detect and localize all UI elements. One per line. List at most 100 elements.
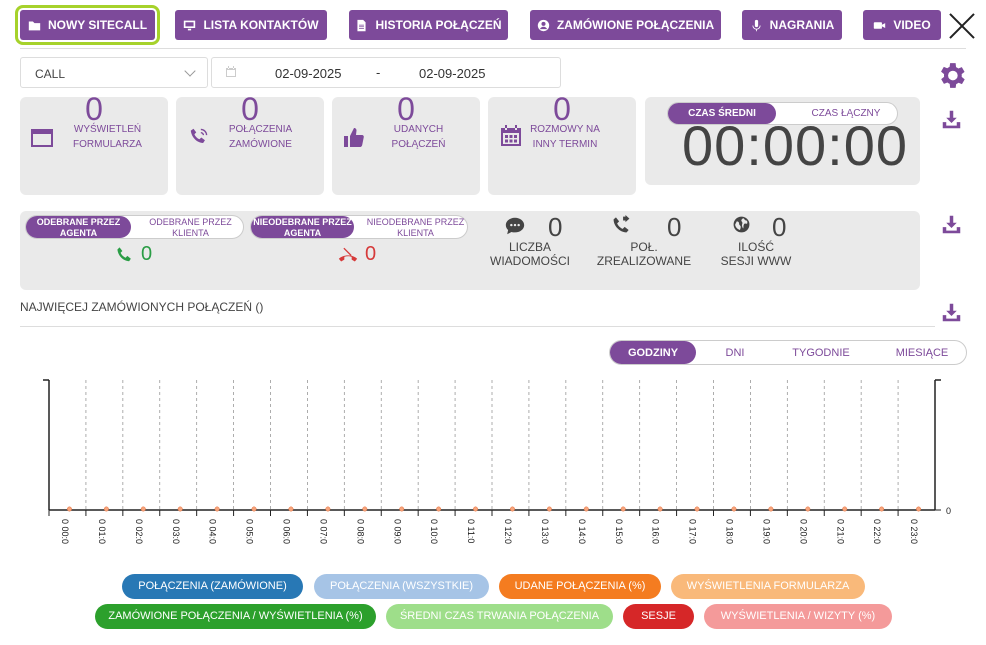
y-tick-label-right: 0 [946,506,951,516]
data-point [288,506,294,512]
gear-icon[interactable] [935,59,968,92]
calls-summary-panel: ODEBRANE PRZEZ AGENTA ODEBRANE PRZEZ KLI… [20,211,920,290]
section-title: NAJWIĘCEJ ZAMÓWIONYCH POŁĄCZEŃ () [20,300,264,314]
thumbs-up-icon [344,128,364,147]
folder-icon [28,20,41,30]
microphone-icon [752,19,761,31]
unanswered-by-agent-tab[interactable]: NIEODEBRANE PRZEZ AGENTA [251,216,354,238]
data-point [620,506,626,512]
form-views-label: WYŚWIETLEŃ FORMULARZA [73,124,142,150]
chevron-down-icon [184,65,196,77]
data-point [103,506,109,512]
rescheduled-calls-label: ROZMOWY NA INNY TERMIN [530,124,600,150]
legend-item[interactable]: SESJE [623,604,694,629]
legend-item[interactable]: POŁĄCZENIA (WSZYSTKIE) [314,574,489,599]
x-tick-label: 0 22:0 [872,519,882,544]
new-sitecall-button[interactable]: NOWY SITECALL [15,5,160,45]
chat-bubble-icon [505,217,525,235]
tab-hours[interactable]: GODZINY [610,341,696,364]
unanswered-count: 0 [365,243,377,265]
contacts-list-label: LISTA KONTAKTÓW [203,18,319,32]
form-views-card: 0 WYŚWIETLEŃ FORMULARZA [20,91,168,195]
call-type-select[interactable]: CALL [20,57,208,88]
x-tick-label: 0 06:0 [282,519,292,544]
successful-calls-card: 0 UDANYCH POŁĄCZEŃ [332,91,480,195]
data-point [67,506,72,512]
ordered-calls-button[interactable]: ZAMÓWIONE POŁĄCZENIA [530,10,721,40]
rescheduled-calls-value: 0 [553,91,571,127]
legend-item[interactable]: WYŚWIETLENIA FORMULARZA [671,574,865,599]
date-separator: - [376,65,381,80]
call-history-button[interactable]: HISTORIA POŁĄCZEŃ [349,10,508,40]
total-time-tab[interactable]: CZAS ŁĄCZNY [811,108,881,119]
data-point [510,506,515,512]
answered-by-agent-tab[interactable]: ODEBRANE PRZEZ AGENTA [26,216,131,238]
user-circle-icon [537,19,550,31]
x-tick-label: 0 18:0 [725,519,735,544]
legend-item[interactable]: ZAMÓWIONE POŁĄCZENIA / WYŚWIETLENIA (%) [95,604,376,629]
data-point [140,506,146,512]
data-point [214,506,220,512]
ordered-calls-value: 0 [241,91,259,127]
data-point [916,506,921,512]
legend-item[interactable]: WYŚWIETLENIA / WIZYTY (%) [704,604,892,629]
globe-icon [733,216,750,233]
call-time-toggle: CZAS ŚREDNI CZAS ŁĄCZNY [667,102,898,125]
call-type-value: CALL [35,67,66,81]
successful-calls-label: UDANYCH POŁĄCZEŃ [391,124,446,150]
avg-time-tab[interactable]: CZAS ŚREDNI [668,103,776,124]
data-point [473,506,478,512]
recordings-button[interactable]: NAGRANIA [742,10,842,40]
x-tick-label: 0 04:0 [208,519,218,544]
download-icon[interactable] [941,214,962,235]
legend-item[interactable]: ŚREDNI CZAS TRWANIA POŁĄCZENIA [386,604,613,629]
download-icon[interactable] [941,302,962,323]
x-tick-label: 0 00:0 [60,519,70,544]
tab-weeks[interactable]: TYGODNIE [792,347,850,359]
x-tick-label: 0 23:0 [909,519,919,544]
data-point [399,506,405,512]
document-icon [357,19,367,31]
x-tick-label: 0 21:0 [835,519,845,544]
answered-by-client-tab[interactable]: ODEBRANE PRZEZ KLIENTA [149,217,232,238]
completed-calls-count: 0 [667,212,682,242]
data-point [362,506,368,512]
date-from: 02-09-2025 [275,66,342,81]
form-views-value: 0 [85,91,103,127]
rescheduled-calls-card: 0 ROZMOWY NA INNY TERMIN [488,91,636,195]
data-point [879,506,885,512]
phone-hangup-icon [338,247,358,262]
data-point [694,506,700,512]
phone-ringing-icon [190,128,208,143]
phone-forward-icon [613,215,630,233]
data-point [177,506,183,512]
data-point [546,506,552,512]
unanswered-by-client-tab[interactable]: NIEODEBRANE PRZEZ KLIENTA [366,217,465,238]
video-camera-icon [874,21,886,29]
data-point [657,506,663,512]
legend-item[interactable]: UDANE POŁĄCZENIA (%) [499,574,661,599]
contacts-list-button[interactable]: LISTA KONTAKTÓW [175,10,327,40]
x-tick-label: 0 19:0 [761,519,771,544]
messages-label: LICZBA WIADOMOŚCI [490,240,570,268]
tab-days[interactable]: DNI [725,347,745,359]
data-point [768,506,774,512]
ordered-calls-card-label: POŁĄCZENIA ZAMÓWIONE [228,124,293,150]
download-icon[interactable] [941,109,962,130]
tab-months[interactable]: MIESIĄCE [895,347,949,359]
x-tick-label: 0 15:0 [614,519,624,544]
new-sitecall-label: NOWY SITECALL [47,18,148,32]
x-tick-label: 0 05:0 [245,519,255,544]
legend-item[interactable]: POŁĄCZENIA (ZAMÓWIONE) [122,574,303,599]
calendar-icon [226,66,236,77]
data-point [436,506,442,512]
x-tick-label: 0 20:0 [798,519,808,544]
call-time-card: 00:00:00 CZAS ŚREDNI CZAS ŁĄCZNY [645,97,920,185]
phone-icon [117,247,131,262]
close-icon[interactable] [949,13,975,39]
date-range-picker[interactable]: 02-09-2025 - 02-09-2025 [211,57,561,88]
ordered-calls-card: 0 POŁĄCZENIA ZAMÓWIONE [176,91,324,195]
x-tick-label: 0 09:0 [392,519,402,544]
x-tick-label: 0 03:0 [171,519,181,544]
video-button[interactable]: VIDEO [863,10,941,40]
